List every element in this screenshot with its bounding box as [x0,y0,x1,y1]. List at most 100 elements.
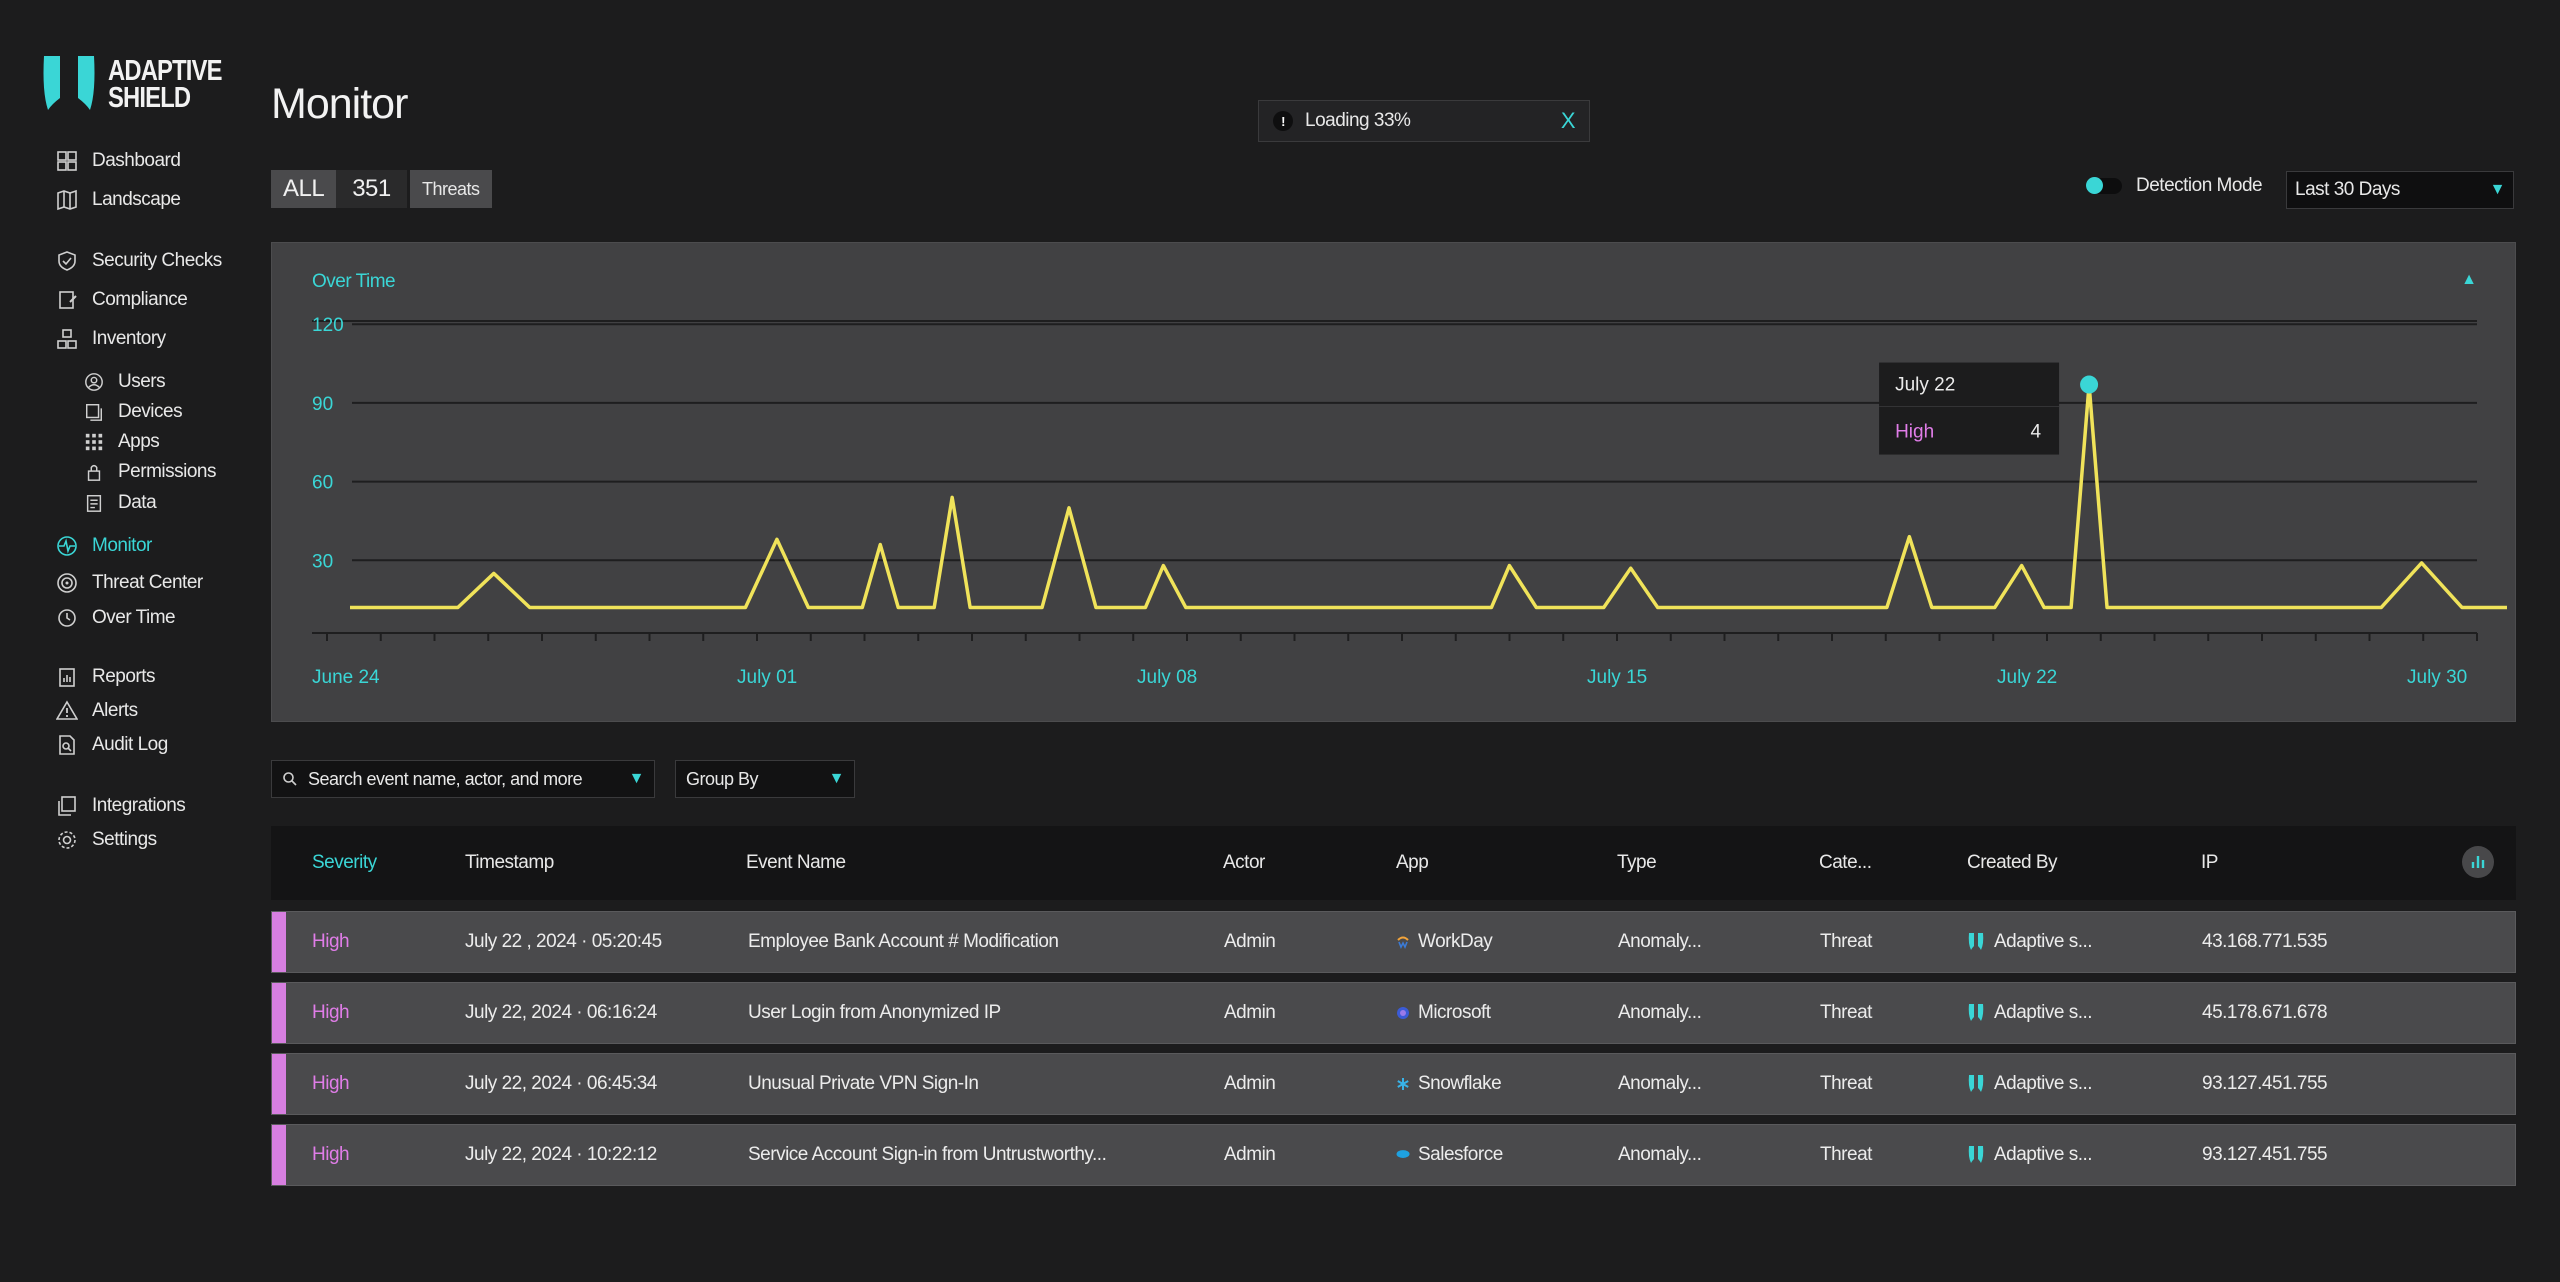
integrations-icon [56,795,78,817]
table-row[interactable]: High July 22 , 2024 · 05:20:45 Employee … [271,911,2516,973]
column-timestamp[interactable]: Timestamp [465,852,554,873]
nav-over-time[interactable]: Over Time [56,607,176,629]
column-type[interactable]: Type [1617,852,1657,873]
cell-app-name: Snowflake [1418,1073,1502,1094]
cell-category: Threat [1820,1144,1872,1165]
chart-title: Over Time [312,271,396,292]
collapse-icon[interactable]: ▲ [2461,271,2477,288]
y-tick-label: 90 [312,394,333,415]
severity-indicator [272,912,286,972]
column-category[interactable]: Cate... [1819,852,1872,873]
salesforce-icon [1396,1148,1410,1162]
filter-all-chip[interactable]: ALL 351 [271,170,407,208]
date-range-value: Last 30 Days [2295,179,2400,200]
nav-dashboard[interactable]: Dashboard [56,150,181,172]
nav-apps[interactable]: Apps [84,431,160,453]
nav-permissions[interactable]: Permissions [84,461,216,483]
cell-created-by-name: Adaptive s... [1994,931,2093,952]
nav-reports[interactable]: Reports [56,666,156,688]
reports-icon [56,666,78,688]
column-created-by[interactable]: Created By [1967,852,2058,873]
filter-all-label: ALL [271,170,337,208]
landscape-icon [56,189,78,211]
column-actor[interactable]: Actor [1223,852,1265,873]
nav-label: Dashboard [92,150,181,171]
info-icon: ! [1273,111,1293,131]
logo[interactable]: ADAPTIVE SHIELD [40,52,247,118]
nav-data[interactable]: Data [84,492,157,514]
nav-integrations[interactable]: Integrations [56,795,186,817]
table-row[interactable]: High July 22, 2024 · 10:22:12 Service Ac… [271,1124,2516,1186]
cell-type: Anomaly... [1618,1002,1702,1023]
nav-alerts[interactable]: Alerts [56,700,138,722]
close-icon[interactable]: X [1560,108,1576,133]
nav-landscape[interactable]: Landscape [56,189,181,211]
cell-event-name[interactable]: Employee Bank Account # Modification [748,931,1059,952]
nav-users[interactable]: Users [84,371,166,393]
cell-type: Anomaly... [1618,931,1702,952]
nav-settings[interactable]: Settings [56,829,157,851]
nav-monitor[interactable]: Monitor [56,535,152,557]
y-tick-label: 30 [312,551,333,572]
adaptive-shield-icon [1968,1145,1984,1165]
gear-icon [56,829,78,851]
nav-threat-center[interactable]: Threat Center [56,572,203,594]
column-event-name[interactable]: Event Name [746,852,846,873]
column-settings-icon[interactable] [2462,846,2494,878]
table-row[interactable]: High July 22, 2024 · 06:16:24 User Login… [271,982,2516,1044]
tooltip-box [1879,362,2060,455]
column-app[interactable]: App [1396,852,1429,873]
user-icon [84,372,104,392]
cell-app: Salesforce [1396,1125,1503,1185]
nav-compliance[interactable]: Compliance [56,289,188,311]
cell-created-by-name: Adaptive s... [1994,1073,2093,1094]
series-line [350,382,2507,610]
column-ip[interactable]: IP [2201,852,2218,873]
nav-label: Over Time [92,607,176,628]
severity-indicator [272,983,286,1043]
over-time-chart: 30 60 90 120 June 24 July 01 July 08 July 15 Jul… [312,315,2507,688]
cell-type: Anomaly... [1618,1144,1702,1165]
column-severity[interactable]: Severity [312,852,377,873]
dashboard-icon [56,150,78,172]
data-icon [84,493,104,513]
adaptive-shield-icon [1968,1074,1984,1094]
date-range-select[interactable]: Last 30 Days ▼ [2286,171,2514,209]
cell-event-name[interactable]: Unusual Private VPN Sign-In [748,1073,979,1094]
cell-actor: Admin [1224,1073,1276,1094]
x-tick-label: July 22 [1997,667,2057,688]
detection-mode-label: Detection Mode [2136,175,2263,196]
cell-created-by-name: Adaptive s... [1994,1002,2093,1023]
group-by-label: Group By [686,768,759,789]
nav-audit-log[interactable]: Audit Log [56,734,168,756]
search-icon [283,772,297,786]
cell-category: Threat [1820,931,1872,952]
detection-mode-toggle[interactable] [2086,177,2122,194]
nav-label: Audit Log [92,734,168,755]
cell-type: Anomaly... [1618,1073,1702,1094]
cell-event-name[interactable]: Service Account Sign-in from Untrustwort… [748,1144,1107,1165]
event-search-input[interactable]: Search event name, actor, and more ▼ [271,760,655,798]
adaptive-shield-icon [1968,1003,1984,1023]
cell-severity: High [312,931,350,952]
cell-app-name: Microsoft [1418,1002,1491,1023]
cell-ip: 45.178.671.678 [2202,1002,2328,1023]
alert-icon [56,700,78,722]
cell-app: Microsoft [1396,983,1491,1043]
table-row[interactable]: High July 22, 2024 · 06:45:34 Unusual Pr… [271,1053,2516,1115]
group-by-select[interactable]: Group By ▼ [675,760,855,798]
cell-severity: High [312,1002,350,1023]
nav-devices[interactable]: Devices [84,401,183,423]
loading-toast: ! Loading 33% X [1258,100,1590,142]
cell-created-by-name: Adaptive s... [1994,1144,2093,1165]
nav-inventory[interactable]: Inventory [56,328,166,350]
cell-event-name[interactable]: User Login from Anonymized IP [748,1002,1001,1023]
cell-severity: High [312,1073,350,1094]
highlighted-point[interactable] [2080,375,2099,394]
workday-icon [1396,935,1410,949]
x-tick-label: July 30 [2407,667,2467,688]
threats-filter-button[interactable]: Threats [410,170,492,208]
nav-security-checks[interactable]: Security Checks [56,250,222,272]
cell-timestamp: July 22, 2024 · 06:45:34 [465,1073,657,1094]
cell-app: Snowflake [1396,1054,1502,1114]
